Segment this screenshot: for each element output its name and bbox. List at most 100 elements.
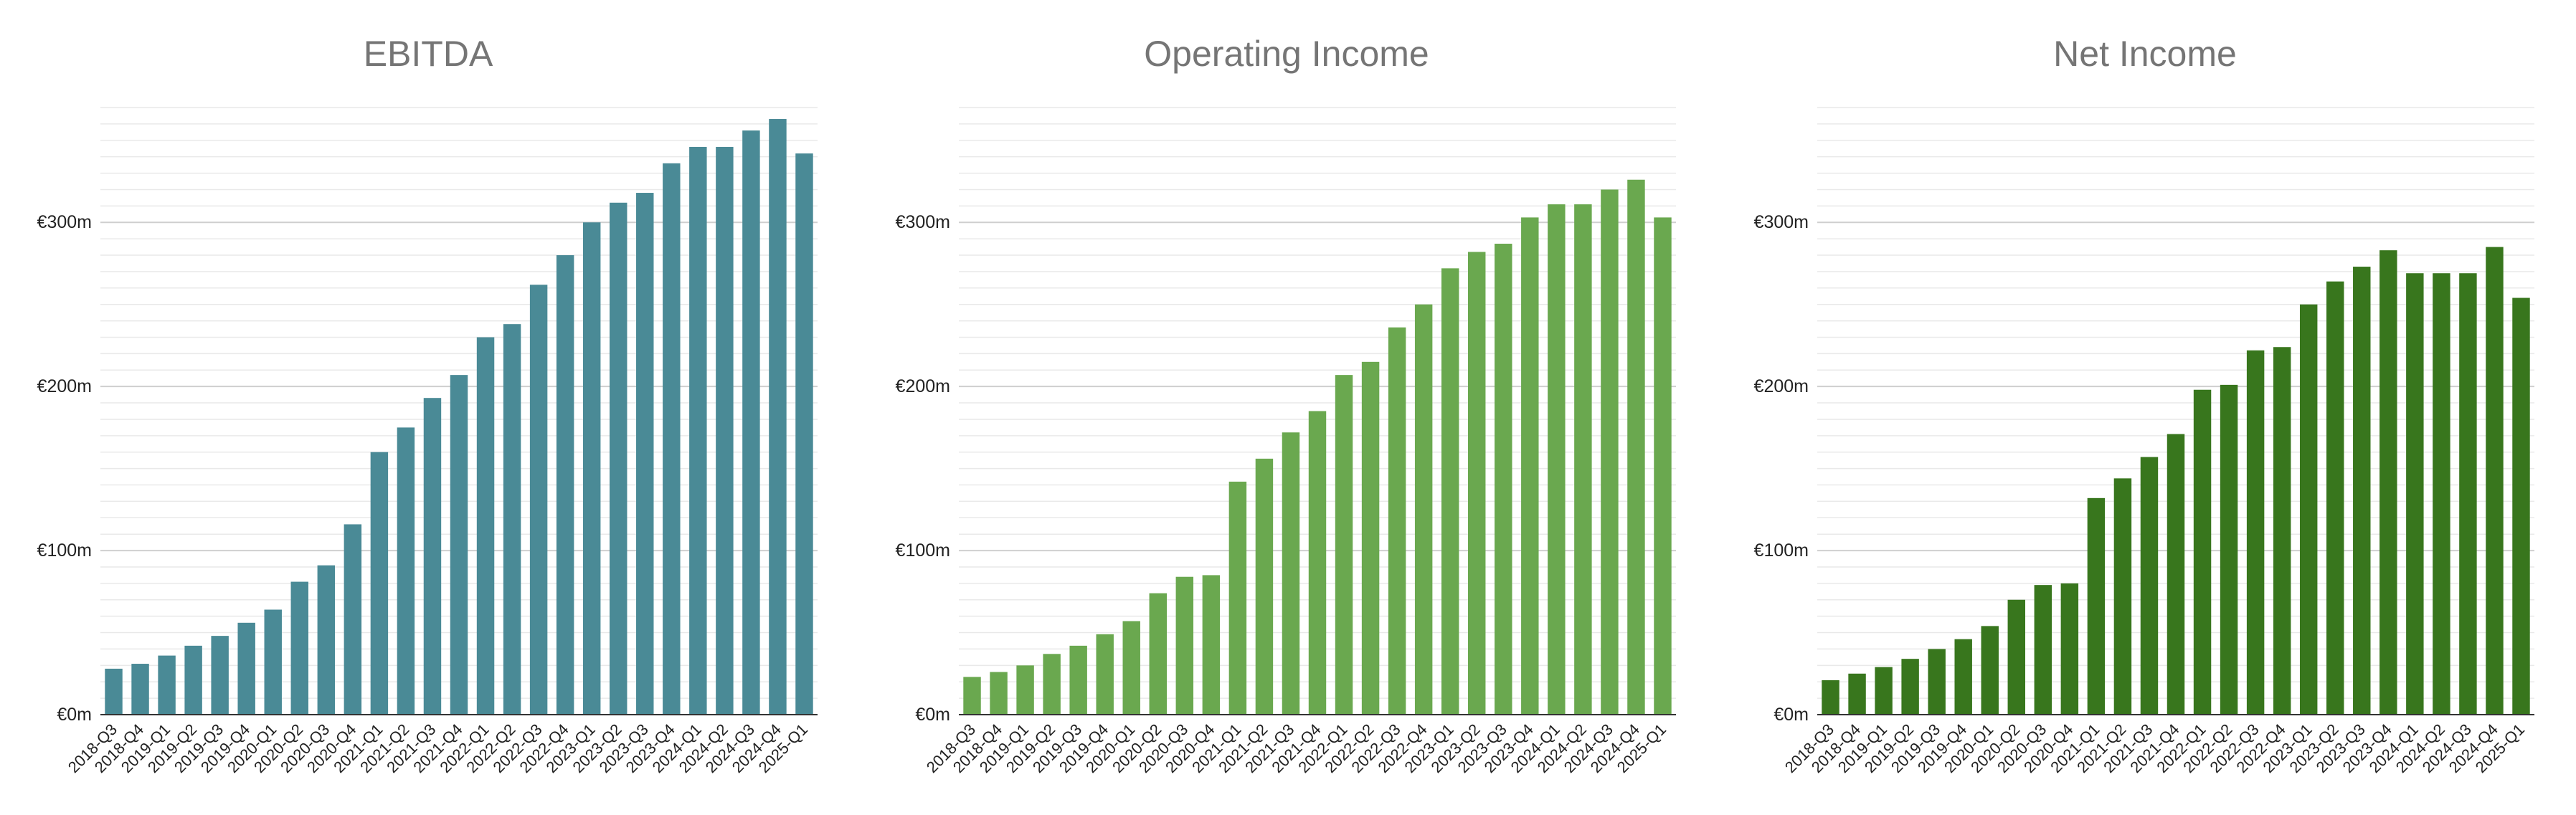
bar xyxy=(556,255,574,715)
bar xyxy=(769,119,787,715)
y-tick-labels: €0m €100m €200m €300m xyxy=(37,212,92,725)
bar xyxy=(2459,273,2477,715)
x-tick-labels: 2018-Q32018-Q42019-Q12019-Q22019-Q32019-… xyxy=(923,720,1670,776)
bar xyxy=(1468,252,1486,715)
x-tick-labels: 2018-Q32018-Q42019-Q12019-Q22019-Q32019-… xyxy=(1781,720,2528,776)
bar xyxy=(2273,347,2291,715)
bar xyxy=(1308,411,1327,715)
bar xyxy=(450,375,468,715)
bars xyxy=(105,119,813,715)
bar xyxy=(2193,389,2212,715)
y-tick-labels: €0m €100m €200m €300m xyxy=(896,212,950,725)
bar xyxy=(211,636,229,715)
bar xyxy=(2167,434,2185,715)
bar xyxy=(663,163,681,715)
chart-title: Operating Income xyxy=(1144,34,1429,74)
bar xyxy=(290,581,308,715)
chart-title: Net Income xyxy=(2053,34,2237,74)
bar xyxy=(1495,244,1512,715)
bar xyxy=(1928,649,1946,715)
bar xyxy=(1335,375,1353,715)
bar xyxy=(237,622,255,715)
bar xyxy=(1901,659,1919,715)
bar xyxy=(1069,645,1087,715)
bar xyxy=(1175,576,1194,715)
bar xyxy=(1202,575,1221,715)
bar xyxy=(1122,621,1140,715)
bar xyxy=(1654,217,1672,715)
chart-title: EBITDA xyxy=(364,34,493,74)
y-tick-label: €0m xyxy=(915,705,950,725)
y-tick-label: €100m xyxy=(896,540,950,561)
bar xyxy=(1282,432,1300,715)
bar xyxy=(1096,634,1114,715)
bar xyxy=(2220,384,2238,715)
x-tick-labels: 2018-Q32018-Q42019-Q12019-Q22019-Q32019-… xyxy=(65,720,811,776)
operating-income-chart: Operating Income €0m €100m €200m €300m 2018-… xyxy=(896,34,1676,776)
bar xyxy=(1016,665,1034,715)
bar xyxy=(990,672,1008,715)
bar xyxy=(610,202,628,715)
bar xyxy=(2034,585,2052,715)
bar xyxy=(1822,680,1839,715)
bar xyxy=(2087,497,2106,715)
bar xyxy=(716,146,734,715)
bar xyxy=(2007,599,2025,715)
bar xyxy=(1149,593,1167,715)
bar xyxy=(636,193,654,715)
bar xyxy=(1255,458,1274,715)
y-tick-label: €0m xyxy=(57,705,92,725)
net-income-chart: Net Income €0m €100m €200m €300m 2018-Q32018… xyxy=(1754,34,2534,776)
bar xyxy=(1228,481,1247,715)
y-tick-label: €0m xyxy=(1774,705,1809,725)
bar xyxy=(2299,304,2318,715)
bar xyxy=(344,524,362,715)
bar xyxy=(1388,327,1406,715)
y-tick-label: €200m xyxy=(1754,376,1809,396)
bars xyxy=(1822,247,2530,715)
bar xyxy=(795,153,813,715)
bar xyxy=(370,452,389,715)
bar xyxy=(2406,273,2424,715)
bar xyxy=(264,609,282,715)
bar xyxy=(582,222,601,715)
bar xyxy=(2113,478,2132,715)
y-tick-label: €200m xyxy=(37,376,92,396)
bar xyxy=(2246,350,2265,715)
bar xyxy=(1441,268,1459,715)
bar xyxy=(2512,297,2530,715)
bar xyxy=(1627,179,1645,715)
bar xyxy=(317,565,336,715)
bar xyxy=(184,645,202,715)
bar xyxy=(131,664,149,715)
y-tick-label: €100m xyxy=(1754,540,1809,561)
bar xyxy=(1981,626,1999,715)
y-tick-label: €100m xyxy=(37,540,92,561)
bar xyxy=(2140,457,2159,715)
bar xyxy=(2433,273,2450,715)
y-tick-label: €200m xyxy=(896,376,950,396)
bar xyxy=(1361,361,1380,715)
bar xyxy=(503,324,521,715)
bar xyxy=(2060,583,2079,715)
bar xyxy=(2353,267,2371,715)
bar xyxy=(158,655,176,715)
bar xyxy=(1601,189,1619,715)
bar xyxy=(1414,304,1433,715)
y-tick-label: €300m xyxy=(37,212,92,232)
bar xyxy=(1875,667,1893,715)
bar xyxy=(1521,217,1539,715)
bar xyxy=(105,668,123,715)
bar xyxy=(1043,654,1061,715)
bar xyxy=(689,146,707,715)
bars xyxy=(963,179,1672,715)
bar xyxy=(2326,281,2344,715)
bar xyxy=(2486,247,2504,715)
bar xyxy=(2380,250,2397,715)
ebitda-chart: EBITDA €0m €100m €200m €300m 2018-Q32018-Q42… xyxy=(37,34,818,776)
bar xyxy=(397,427,415,715)
y-tick-labels: €0m €100m €200m €300m xyxy=(1754,212,1809,725)
bar xyxy=(1954,639,1972,715)
y-tick-label: €300m xyxy=(896,212,950,232)
